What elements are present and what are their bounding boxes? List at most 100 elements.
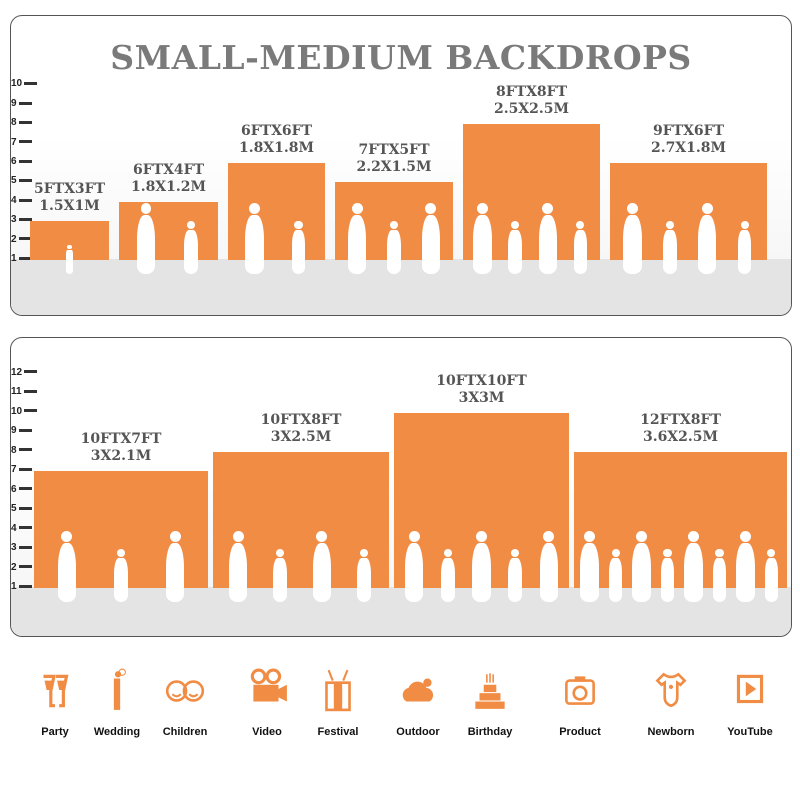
person-silhouette [737, 221, 752, 274]
size-meters: 3X2.1M [90, 448, 152, 464]
axis-tick: 12 [11, 367, 38, 378]
person-silhouette [57, 531, 76, 602]
tick-label: 9 [11, 425, 17, 436]
size-meters: 2.7X1.8M [650, 140, 727, 156]
person-silhouette [580, 531, 599, 602]
backdrop-box [394, 412, 569, 602]
size-feet: 12FTX8FT [640, 411, 721, 428]
size-feet: 6FTX4FT [132, 161, 205, 178]
tick-label: 2 [11, 233, 17, 245]
axis-tick: 9 [11, 425, 32, 436]
axis-tick: 10 [11, 78, 38, 90]
tick-mark [18, 218, 32, 222]
backdrop-box [30, 221, 109, 274]
tick-label: 1 [11, 581, 17, 592]
size-feet: 5FTX3FT [33, 181, 106, 198]
size-meters: 2.5X2.5M [493, 101, 570, 118]
axis-tick: 6 [11, 484, 32, 495]
tick-label: 6 [11, 483, 17, 495]
person-silhouette [273, 549, 287, 602]
person-silhouette [472, 531, 491, 602]
person-silhouette [538, 203, 557, 274]
tick-label: 7 [11, 464, 17, 475]
person-silhouette [508, 549, 522, 602]
axis-tick: 9 [11, 98, 32, 109]
tick-label: 8 [11, 444, 17, 456]
tick-label: 7 [11, 136, 17, 148]
person-silhouette [136, 203, 156, 274]
tick-label: 10 [11, 78, 23, 90]
person-silhouette [508, 221, 522, 274]
small-medium-panel: SMALL-MEDIUM BACKDROPS 1 2 3 4 5 6 7 8 9 10 5FTX3F… [10, 15, 792, 316]
movie-camera-icon [250, 668, 287, 702]
tick-mark [18, 545, 32, 549]
axis-tick: 6 [11, 156, 32, 167]
person-silhouette [312, 531, 332, 602]
person-silhouette [736, 531, 755, 602]
backdrop-size-label: 10FTX8FT 3X2.5M [203, 412, 399, 446]
children-faces-icon [165, 680, 205, 702]
axis-tick: 7 [11, 464, 32, 475]
person-silhouette [623, 203, 642, 274]
baby-onesie-icon [655, 672, 687, 708]
usage-video: Video [232, 668, 302, 738]
backdrop-size-label: 5FTX3FT 1.5X1M [20, 181, 119, 215]
usage-label: Party [41, 726, 69, 738]
person-silhouette [387, 221, 401, 274]
tick-label: 2 [11, 561, 17, 573]
tick-mark [18, 159, 32, 163]
backdrop-size-label: 7FTX5FT 2.2X1.5M [325, 142, 463, 176]
person-silhouette [184, 221, 198, 274]
backdrop-size-label: 6FTX6FT 1.8X1.8M [218, 123, 335, 157]
person-silhouette [573, 221, 588, 274]
backdrop-box [119, 201, 218, 274]
tick-mark [18, 487, 32, 491]
size-feet: 7FTX5FT [358, 142, 430, 159]
usage-label: Newborn [647, 726, 695, 738]
tick-mark [24, 409, 38, 413]
tick-mark [18, 448, 32, 452]
tick-mark [18, 101, 32, 105]
tick-mark [18, 256, 32, 260]
size-meters: 3.6X2.5M [642, 428, 719, 445]
usage-newborn: Newborn [636, 668, 706, 738]
large-panel: 1 2 3 4 5 6 7 8 9 10 11 12 10FTX7FT 3X2.1M 10FTX8FT 3X2… [10, 337, 792, 637]
axis-tick: 2 [11, 562, 32, 573]
person-silhouette [114, 549, 128, 602]
backdrop-size-label: 12FTX8FT 3.6X2.5M [564, 411, 791, 446]
axis-tick: 8 [11, 445, 32, 456]
person-silhouette [660, 549, 675, 602]
person-silhouette [348, 203, 367, 274]
size-feet: 9FTX6FT [652, 123, 725, 139]
person-silhouette [712, 549, 727, 602]
person-silhouette [405, 531, 424, 602]
axis-tick: 8 [11, 117, 32, 128]
person-silhouette [291, 221, 306, 274]
axis-tick: 11 [11, 386, 37, 397]
tick-mark [23, 389, 37, 393]
axis-tick: 1 [11, 581, 32, 592]
person-silhouette [539, 531, 558, 602]
usage-children: Children [150, 668, 220, 738]
play-button-icon [736, 674, 764, 704]
person-silhouette [229, 531, 248, 602]
tick-label: 3 [11, 542, 17, 553]
backdrop-box [213, 451, 389, 602]
usage-label: Wedding [93, 726, 141, 738]
backdrop-size-label: 9FTX6FT 2.7X1.8M [600, 123, 777, 157]
tick-label: 4 [11, 194, 17, 206]
usage-label: YouTube [727, 726, 773, 738]
size-feet: 6FTX6FT [240, 123, 313, 139]
backdrop-box [335, 182, 453, 274]
backdrop-box [574, 451, 787, 602]
birthday-cake-icon [475, 673, 505, 709]
size-feet: 10FTX8FT [260, 411, 342, 428]
tick-label: 1 [11, 253, 17, 264]
backdrop-size-label: 10FTX10FT 3X3M [384, 373, 579, 407]
tick-label: 11 [11, 386, 22, 397]
axis-tick: 3 [11, 214, 32, 225]
person-silhouette [608, 549, 623, 602]
tick-label: 8 [11, 117, 17, 129]
size-meters: 2.2X1.5M [356, 159, 432, 176]
axis-tick: 3 [11, 542, 32, 553]
